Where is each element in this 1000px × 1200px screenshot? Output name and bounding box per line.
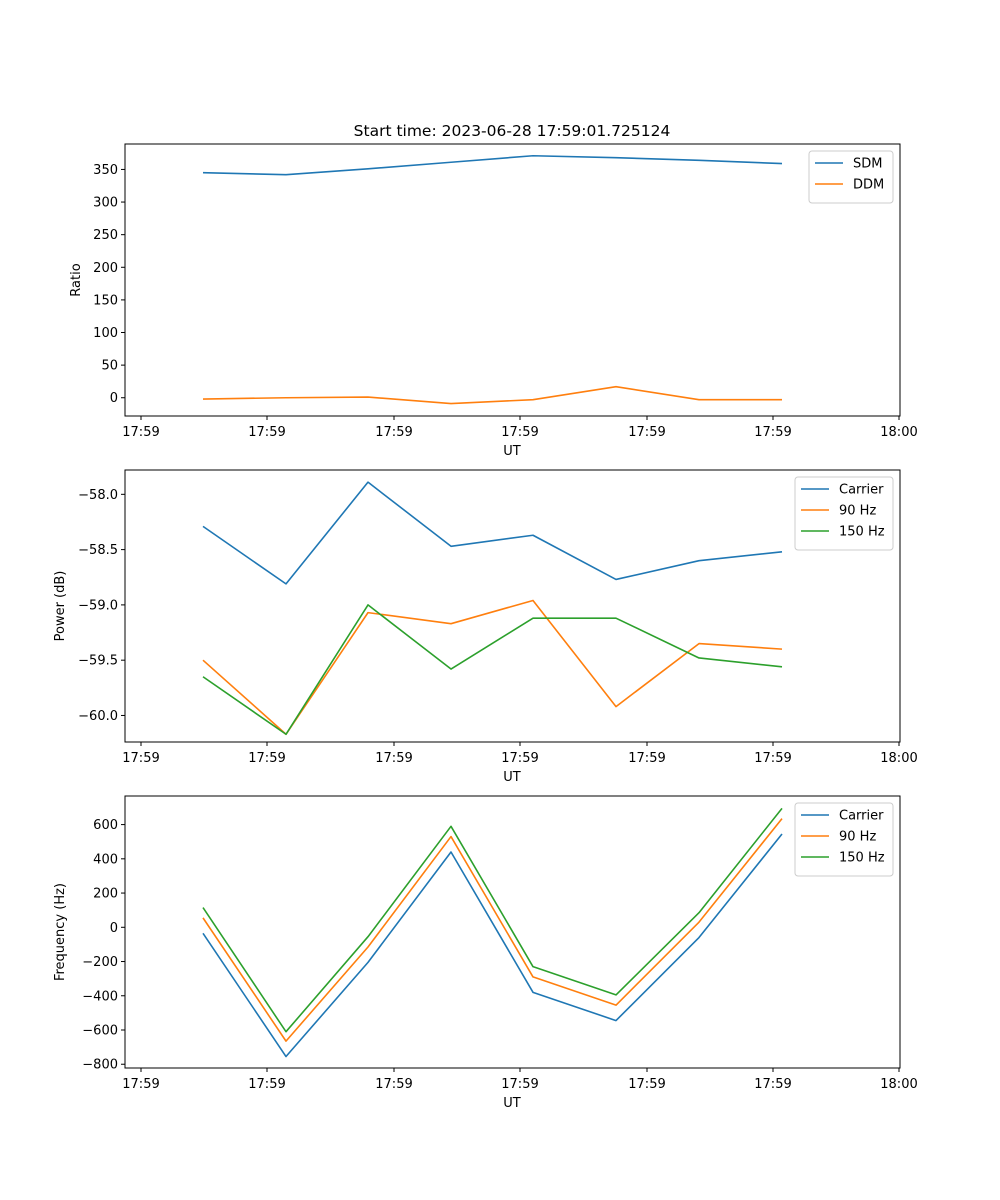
y-tick-label: −58.5 — [78, 543, 118, 558]
y-tick-label: 600 — [93, 818, 118, 833]
x-tick-label: 17:59 — [248, 425, 285, 440]
legend-entry: 90 Hz — [839, 830, 876, 845]
y-tick-label: −800 — [82, 1058, 118, 1073]
x-tick-label: 17:59 — [375, 751, 412, 766]
legend-entry: DDM — [853, 178, 884, 193]
x-tick-label: 17:59 — [375, 425, 412, 440]
y-tick-label: 200 — [93, 887, 118, 902]
x-tick-label: 17:59 — [375, 1077, 412, 1092]
x-tick-label: 17:59 — [248, 751, 285, 766]
y-tick-label: −60.0 — [78, 709, 118, 724]
legend-entry: 150 Hz — [839, 525, 885, 540]
series-line-sdm — [202, 154, 783, 176]
x-tick-label: 17:59 — [501, 751, 538, 766]
chart-panel-2: −60.0 −59.5 −59.0 −58.5 −58.0 17:59 17:59 17:59… — [53, 469, 918, 785]
legend-entry: 90 Hz — [839, 504, 876, 519]
y-tick-label: 50 — [101, 359, 118, 374]
plot-area-frame — [124, 795, 901, 1069]
y-tick-label: 200 — [93, 261, 118, 276]
x-tick-label: 17:59 — [628, 425, 665, 440]
legend-entry: Carrier — [839, 809, 884, 824]
y-tick-label: 0 — [110, 391, 118, 406]
x-tick-label: 17:59 — [754, 425, 791, 440]
x-tick-label: 18:00 — [880, 425, 917, 440]
series-line-ddm — [202, 385, 782, 405]
y-tick-label: 400 — [93, 852, 118, 867]
series-line-150-hz — [202, 807, 783, 1033]
y-tick-label: 100 — [93, 326, 118, 341]
x-tick-label: 17:59 — [628, 1077, 665, 1092]
legend-entry: 150 Hz — [839, 851, 885, 866]
plot-area-frame — [124, 143, 901, 417]
series-line-90-hz — [202, 599, 783, 736]
x-tick-label: 17:59 — [248, 1077, 285, 1092]
legend-box — [808, 150, 894, 204]
y-tick-label: 350 — [93, 163, 118, 178]
x-axis-label: UT — [503, 444, 521, 459]
series-line-150-hz — [202, 604, 783, 736]
x-tick-label: 17:59 — [122, 425, 159, 440]
x-tick-label: 18:00 — [880, 751, 917, 766]
y-axis-label: Ratio — [69, 263, 84, 296]
y-axis-label: Frequency (Hz) — [53, 883, 68, 981]
y-tick-label: 0 — [110, 921, 118, 936]
x-tick-label: 18:00 — [880, 1077, 917, 1092]
x-axis-label: UT — [503, 770, 521, 785]
chart-panels: 0 50 100 150 200 250 300 350 17:59 17:59 17:59 17:5… — [53, 143, 918, 1111]
y-tick-label: −400 — [82, 989, 118, 1004]
series-line-carrier — [202, 833, 783, 1058]
series-line-carrier — [202, 481, 783, 585]
series-line-90-hz — [202, 818, 783, 1042]
x-tick-label: 17:59 — [754, 751, 791, 766]
x-tick-label: 17:59 — [501, 1077, 538, 1092]
figure-title: Start time: 2023-06-28 17:59:01.725124 — [354, 122, 671, 140]
y-tick-label: −600 — [82, 1023, 118, 1038]
x-axis-label: UT — [503, 1096, 521, 1111]
y-tick-label: −58.0 — [78, 488, 118, 503]
y-tick-label: −200 — [82, 955, 118, 970]
x-tick-label: 17:59 — [754, 1077, 791, 1092]
legend-entry: SDM — [853, 157, 882, 172]
y-tick-label: 300 — [93, 196, 118, 211]
y-tick-label: −59.0 — [78, 598, 118, 613]
y-axis-label: Power (dB) — [53, 571, 68, 642]
x-tick-label: 17:59 — [122, 751, 159, 766]
x-tick-label: 17:59 — [122, 1077, 159, 1092]
x-tick-label: 17:59 — [501, 425, 538, 440]
chart-panel-3: −800 −600 −400 −200 0 200 400 600 17:59 17:59 17:5… — [53, 795, 918, 1111]
y-tick-label: 250 — [93, 228, 118, 243]
legend-entry: Carrier — [839, 483, 884, 498]
x-tick-label: 17:59 — [628, 751, 665, 766]
y-tick-label: −59.5 — [78, 654, 118, 669]
chart-panel-1: 0 50 100 150 200 250 300 350 17:59 17:59 17:59 17:5… — [69, 143, 918, 459]
plot-area-frame — [124, 469, 901, 743]
y-tick-label: 150 — [93, 293, 118, 308]
